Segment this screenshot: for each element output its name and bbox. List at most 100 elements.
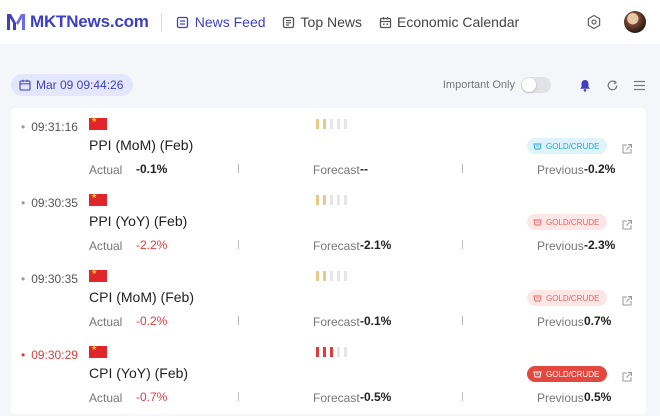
actual-value: -0.2% bbox=[136, 314, 168, 328]
actual-value: -0.7% bbox=[136, 390, 168, 404]
gold-crude-tag[interactable]: GOLD/CRUDE bbox=[527, 138, 608, 154]
divider bbox=[462, 164, 463, 173]
news-time: 09:31:16 bbox=[21, 120, 78, 134]
tag-icon bbox=[533, 371, 542, 377]
previous-value: -0.2% bbox=[584, 162, 616, 176]
brand-name: MKTNews.com bbox=[30, 12, 149, 31]
importance-indicator bbox=[316, 347, 351, 357]
previous-label: Previous bbox=[537, 239, 584, 253]
news-title[interactable]: PPI (YoY) (Feb) bbox=[89, 213, 188, 229]
importance-bar bbox=[316, 271, 319, 281]
actual-label: Actual bbox=[89, 391, 123, 405]
previous-label: Previous bbox=[537, 391, 584, 405]
nav-economic-calendar[interactable]: Economic Calendar bbox=[378, 14, 519, 30]
importance-bar bbox=[330, 271, 333, 281]
news-title[interactable]: CPI (YoY) (Feb) bbox=[89, 365, 189, 381]
china-flag-icon bbox=[89, 116, 107, 130]
news-time: 09:30:35 bbox=[21, 272, 78, 286]
divider bbox=[238, 392, 239, 401]
settings-hexagon-icon[interactable] bbox=[586, 14, 602, 30]
avatar[interactable] bbox=[624, 11, 646, 33]
header-actions bbox=[586, 0, 660, 44]
top-news-icon bbox=[282, 15, 296, 29]
news-item[interactable]: 09:30:35 PPI (YoY) (Feb) Actual -2.2% Fo… bbox=[11, 188, 646, 264]
importance-bar bbox=[337, 119, 340, 129]
tag-icon bbox=[533, 219, 542, 225]
tag-label: GOLD/CRUDE bbox=[546, 217, 600, 227]
actual-value: -0.1% bbox=[136, 162, 168, 176]
forecast-label: Forecast bbox=[313, 391, 360, 405]
gold-crude-tag[interactable]: GOLD/CRUDE bbox=[527, 366, 608, 382]
nav-economic-calendar-label: Economic Calendar bbox=[397, 14, 520, 30]
importance-bar bbox=[316, 195, 319, 205]
nav-top-news-label: Top News bbox=[300, 14, 362, 30]
feed-toolbar: Mar 09 09:44:26 Important Only bbox=[0, 70, 660, 100]
divider bbox=[462, 392, 463, 401]
tag-icon bbox=[533, 143, 542, 149]
nav-top-news[interactable]: Top News bbox=[282, 14, 362, 30]
share-icon[interactable] bbox=[621, 295, 633, 307]
previous-label: Previous bbox=[537, 163, 584, 177]
forecast-value: -- bbox=[360, 162, 368, 176]
news-feed-icon bbox=[176, 15, 190, 29]
divider bbox=[238, 164, 239, 173]
forecast-value: -2.1% bbox=[360, 238, 392, 252]
news-item[interactable]: 09:30:29 CPI (YoY) (Feb) Actual -0.7% Fo… bbox=[11, 340, 646, 416]
nav-news-feed-label: News Feed bbox=[194, 14, 266, 30]
news-time: 09:30:35 bbox=[21, 196, 78, 210]
importance-bar bbox=[344, 119, 347, 129]
forecast-label: Forecast bbox=[313, 315, 360, 329]
date-picker[interactable]: Mar 09 09:44:26 bbox=[11, 74, 134, 96]
share-icon[interactable] bbox=[621, 371, 633, 383]
china-flag-icon bbox=[89, 268, 107, 282]
gold-crude-tag[interactable]: GOLD/CRUDE bbox=[527, 290, 608, 306]
forecast-label: Forecast bbox=[313, 239, 360, 253]
importance-bar bbox=[330, 347, 333, 357]
divider bbox=[238, 240, 239, 249]
header-divider bbox=[160, 13, 162, 31]
calendar-icon bbox=[19, 79, 31, 91]
importance-bar bbox=[337, 195, 340, 205]
actual-value: -2.2% bbox=[136, 238, 168, 252]
importance-bar bbox=[344, 271, 347, 281]
tag-label: GOLD/CRUDE bbox=[546, 141, 600, 151]
news-title[interactable]: PPI (MoM) (Feb) bbox=[89, 137, 194, 153]
forecast-label: Forecast bbox=[313, 163, 360, 177]
china-flag-icon bbox=[89, 344, 107, 358]
previous-label: Previous bbox=[537, 315, 584, 329]
important-only-toggle[interactable] bbox=[521, 77, 551, 93]
previous-value: -2.3% bbox=[584, 238, 616, 252]
bell-icon[interactable] bbox=[578, 78, 592, 92]
refresh-icon[interactable] bbox=[605, 78, 619, 92]
tag-label: GOLD/CRUDE bbox=[546, 369, 600, 379]
feed-controls: Important Only bbox=[443, 74, 646, 96]
importance-bar bbox=[316, 119, 319, 129]
tag-icon bbox=[533, 295, 542, 301]
top-header: MKTNews.com News Feed Top News Economic … bbox=[0, 0, 660, 44]
importance-bar bbox=[323, 347, 326, 357]
gold-crude-tag[interactable]: GOLD/CRUDE bbox=[527, 214, 608, 230]
previous-value: 0.5% bbox=[584, 390, 612, 404]
share-icon[interactable] bbox=[621, 219, 633, 231]
importance-bar bbox=[344, 195, 347, 205]
china-flag-icon bbox=[89, 192, 107, 206]
actual-label: Actual bbox=[89, 315, 123, 329]
news-time: 09:30:29 bbox=[21, 348, 78, 362]
nav-news-feed[interactable]: News Feed bbox=[176, 14, 266, 30]
menu-icon[interactable] bbox=[632, 78, 646, 92]
important-only-label: Important Only bbox=[442, 79, 515, 91]
news-item[interactable]: 09:31:16 PPI (MoM) (Feb) Actual -0.1% Fo… bbox=[11, 112, 646, 188]
divider bbox=[462, 240, 463, 249]
news-title[interactable]: CPI (MoM) (Feb) bbox=[89, 289, 194, 305]
tag-label: GOLD/CRUDE bbox=[546, 293, 600, 303]
importance-bar bbox=[323, 119, 326, 129]
mkt-logo-icon bbox=[7, 14, 25, 30]
importance-indicator bbox=[316, 271, 351, 281]
calendar-icon bbox=[378, 15, 392, 29]
importance-bar bbox=[330, 119, 333, 129]
divider bbox=[238, 316, 239, 325]
news-item[interactable]: 09:30:35 CPI (MoM) (Feb) Actual -0.2% Fo… bbox=[11, 264, 646, 340]
logo[interactable]: MKTNews.com bbox=[6, 12, 149, 32]
share-icon[interactable] bbox=[621, 143, 633, 155]
actual-label: Actual bbox=[89, 239, 123, 253]
